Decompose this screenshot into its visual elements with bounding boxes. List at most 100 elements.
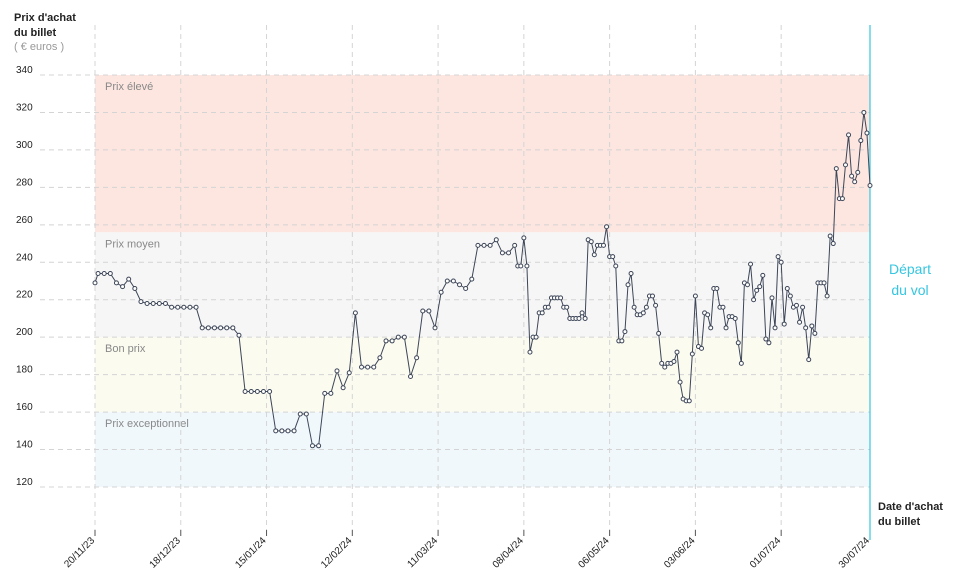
price-point [849,173,855,179]
price-point [377,355,383,361]
price-point [692,293,698,299]
price-point [846,132,852,138]
price-point [469,276,475,282]
price-point [359,364,365,370]
departure-label: du vol [891,282,928,298]
price-point [650,293,656,299]
price-point [763,336,769,342]
price-point [303,411,309,417]
price-point [297,411,303,417]
price-point [512,242,518,248]
price-point [689,351,695,357]
price-point [625,282,631,288]
x-tick-label: 08/04/24 [491,535,527,571]
price-point [812,330,818,336]
price-point [754,287,760,293]
price-point [677,379,683,385]
price-point [797,319,803,325]
price-point [824,293,830,299]
price-point [674,349,680,355]
x-tick-label: 01/07/24 [748,535,784,571]
price-point [426,308,432,314]
price-point [156,300,162,306]
price-point [395,334,401,340]
x-tick-label: 18/12/23 [148,535,184,571]
price-point [760,272,766,278]
price-point [653,302,659,308]
price-point [328,390,334,396]
price-point [861,109,867,115]
price-point [408,374,414,380]
price-point [340,385,346,391]
price-point [420,308,426,314]
price-point [582,315,588,321]
price-point [527,349,533,355]
price-point [120,284,126,290]
y-tick-label: 160 [16,402,33,413]
price-point [150,300,156,306]
price-point [806,357,812,363]
price-point [772,325,778,331]
price-point [389,338,395,344]
price-point [852,179,858,185]
price-point [803,325,809,331]
price-point [273,428,279,434]
price-point [291,428,297,434]
price-point [524,263,530,269]
price-point [622,329,628,335]
price-point [839,196,845,202]
x-tick-label: 03/06/24 [662,535,698,571]
price-point [643,304,649,310]
x-tick-label: 11/03/24 [405,535,440,570]
price-point [132,285,138,291]
price-point [744,282,750,288]
price-point [162,300,168,306]
price-point [748,261,754,267]
price-point [138,299,144,305]
bands: Prix élevé Prix moyen Bon prix Prix excepti… [95,75,870,487]
price-point [521,235,527,241]
price-point [766,340,772,346]
band-label: Prix moyen [105,238,160,250]
price-point [858,138,864,144]
price-point [714,285,720,291]
price-point [588,239,594,245]
price-point [533,334,539,340]
price-point [457,282,463,288]
price-point [506,250,512,256]
x-title: du billet [878,516,921,528]
price-point [640,310,646,316]
price-point [558,295,564,301]
price-point [101,271,107,277]
price-point [414,355,420,361]
price-point [686,398,692,404]
price-point [309,443,315,449]
price-point [175,304,181,310]
price-point [334,368,340,374]
price-point [322,390,328,396]
y-tick-label: 280 [16,177,33,188]
price-point [365,364,371,370]
price-point [224,325,230,331]
x-tick-label: 20/11/23 [62,535,97,570]
y-tick-label: 140 [16,440,33,451]
price-point [169,304,175,310]
price-point [827,233,833,239]
y-tick-label: 320 [16,102,33,113]
price-point [671,359,677,365]
price-point [738,360,744,366]
price-point [199,325,205,331]
price-point [793,302,799,308]
price-point [95,271,101,277]
price-point [613,263,619,269]
price-point [821,280,827,286]
y-tick-label: 180 [16,365,33,376]
price-point [267,388,273,394]
price-point [450,278,456,284]
x-tick-label: 15/01/24 [233,535,269,571]
price-point [260,388,266,394]
x-title: Date d'achat [878,501,943,513]
price-point [230,325,236,331]
y-tick-label: 300 [16,140,33,151]
price-point [211,325,217,331]
